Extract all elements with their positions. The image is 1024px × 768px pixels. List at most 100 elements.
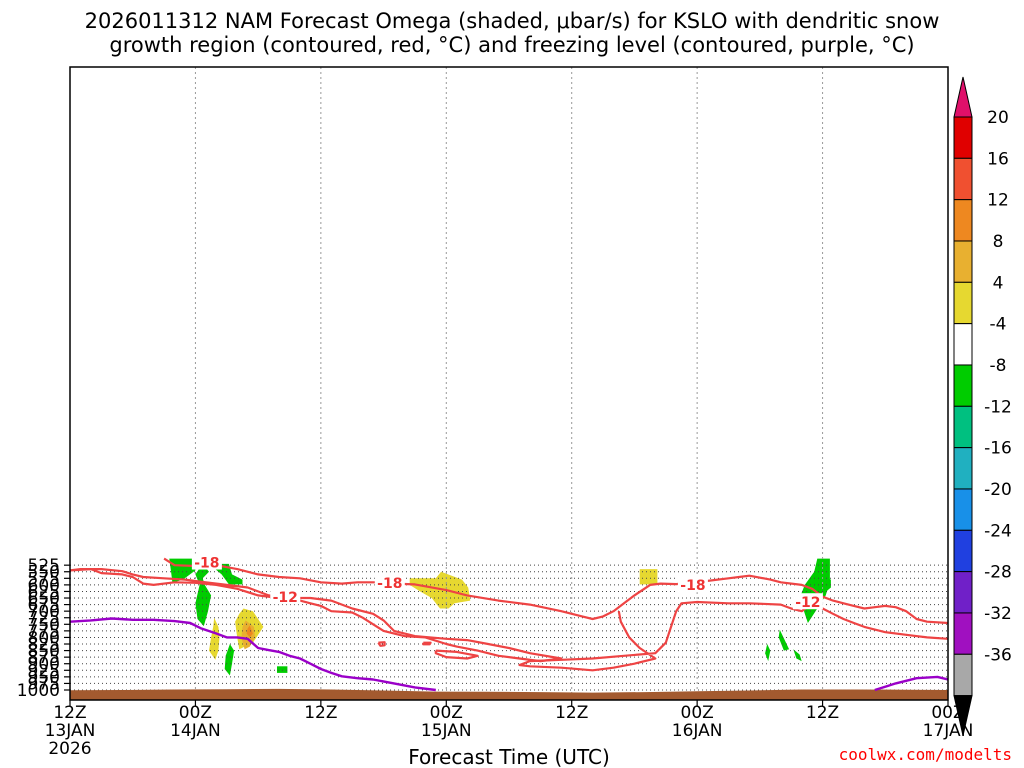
terrain — [70, 688, 948, 700]
plot-area: -18 -12 -18 -18 -12 — [70, 67, 948, 700]
xtick-label-time-4: 12Z — [555, 703, 588, 723]
contour-label-bg-3 — [677, 576, 708, 593]
contour-label-3: -18 — [680, 578, 705, 594]
ytick-label-650: 650 — [28, 589, 60, 609]
colorbar-seg-11 — [953, 571, 973, 614]
ytick-label-725: 725 — [28, 609, 60, 629]
ytick-label-750: 750 — [28, 615, 60, 635]
xtick-label-date-1: 14JAN — [170, 721, 221, 741]
omega-shade-14 — [765, 644, 771, 662]
colorbar-label-13: -36 — [984, 645, 1012, 665]
xtick-label-time-3: 00Z — [430, 703, 463, 723]
xtick-label-time-2: 12Z — [304, 703, 337, 723]
colorbar-seg-2 — [953, 199, 973, 242]
colorbar-label-9: -20 — [984, 480, 1012, 500]
contour-label-4: -12 — [795, 595, 820, 611]
omega-shade-9 — [409, 571, 471, 609]
omega-shade-8 — [277, 666, 288, 673]
colorbar-label-7: -12 — [984, 397, 1012, 417]
omega-shade-6 — [209, 617, 220, 660]
colorbar-seg-5 — [953, 323, 973, 366]
colorbar-seg-0 — [953, 116, 973, 159]
colorbar-seg-8 — [953, 447, 973, 490]
colorbar-seg-13 — [953, 653, 973, 697]
omega-shade-13 — [778, 629, 790, 651]
omega-shade-15 — [793, 649, 802, 662]
colorbar-seg-10 — [953, 529, 973, 573]
credit-text: coolwx.com/modelts — [839, 745, 1012, 764]
dgz-contour-2 — [518, 600, 948, 672]
colorbar-seg-4 — [953, 281, 973, 325]
chart-title-line2: growth region (contoured, red, °C) and f… — [109, 33, 914, 57]
colorbar-seg-1 — [953, 157, 973, 201]
contour-label-0: -18 — [194, 556, 219, 572]
ytick-label-900: 900 — [28, 655, 60, 675]
ytick-label-800: 800 — [28, 628, 60, 648]
freezing-level-0 — [70, 617, 436, 692]
ytick-label-1000: 1000 — [17, 681, 60, 701]
xtick-label-time-0: 12Z — [53, 703, 86, 723]
colorbar-seg-6 — [953, 364, 973, 407]
colorbar-seg-9 — [953, 488, 973, 531]
ytick-label-700: 700 — [28, 602, 60, 622]
contour-label-bg-4 — [792, 593, 823, 610]
colorbar-label-10: -24 — [984, 521, 1012, 541]
ytick-label-950: 950 — [28, 668, 60, 688]
xtick-label-date-0: 13JAN — [45, 721, 96, 741]
omega-shade-1 — [195, 565, 212, 627]
colorbar-label-0: 20 — [987, 108, 1009, 128]
omega-shade-5 — [246, 625, 253, 638]
ytick-label-850: 850 — [28, 642, 60, 662]
colorbar-bottom-arrow — [953, 695, 973, 736]
ytick-label-675: 675 — [28, 596, 60, 616]
contour-label-bg-1 — [270, 588, 301, 605]
x-axis-label: Forecast Time (UTC) — [408, 745, 610, 768]
colorbar-label-3: 8 — [993, 232, 1004, 252]
omega-shade-7 — [224, 644, 235, 676]
colorbar-label-8: -16 — [984, 439, 1012, 459]
colorbar-label-11: -28 — [984, 563, 1012, 583]
ytick-label-975: 975 — [28, 674, 60, 694]
colorbar-label-4: 4 — [993, 273, 1004, 293]
ytick-label-875: 875 — [28, 648, 60, 668]
omega-shade-12 — [817, 574, 831, 593]
xtick-label-time-1: 00Z — [179, 703, 212, 723]
colorbar-seg-12 — [953, 612, 973, 655]
freezing-level-1 — [874, 675, 948, 692]
xtick-label-date-5: 16JAN — [672, 721, 723, 741]
plot-frame — [69, 66, 949, 701]
contour-label-bg-0 — [191, 553, 222, 570]
ytick-label-575: 575 — [28, 569, 60, 589]
ytick-label-925: 925 — [28, 661, 60, 681]
colorbar: 20 16 12 8 4 -4 -8 -12 -16 -20 -24 -28 -32 -36 — [953, 76, 1012, 736]
contour-label-2: -18 — [377, 576, 402, 592]
colorbar-label-5: -4 — [990, 315, 1007, 335]
colorbar-label-12: -32 — [984, 604, 1012, 624]
ytick-label-775: 775 — [28, 622, 60, 642]
xtick-label-year-0: 2026 — [48, 739, 91, 759]
contour-label-bg-2 — [374, 573, 405, 590]
xtick-label-time-5: 00Z — [681, 703, 714, 723]
omega-shade-10 — [639, 569, 658, 585]
ytick-label-625: 625 — [28, 582, 60, 602]
colorbar-seg-7 — [953, 405, 973, 449]
colorbar-label-2: 12 — [987, 191, 1009, 211]
dgz-contour-0 — [163, 557, 948, 625]
dgz-contour-1 — [70, 567, 563, 663]
ytick-label-825: 825 — [28, 635, 60, 655]
dgz-loop-1 — [377, 641, 386, 647]
dgz-loop-0 — [434, 649, 479, 660]
ytick-label-600: 600 — [28, 576, 60, 596]
contour-label-1: -12 — [273, 590, 298, 606]
xtick-label-time-6: 12Z — [806, 703, 839, 723]
chart-title-line1: 2026011312 NAM Forecast Omega (shaded, μ… — [85, 9, 940, 33]
colorbar-label-6: -8 — [990, 356, 1007, 376]
ytick-label-525: 525 — [28, 556, 60, 576]
dgz-loop-2 — [422, 641, 432, 646]
colorbar-label-1: 16 — [987, 149, 1009, 169]
xtick-label-date-3: 15JAN — [421, 721, 472, 741]
colorbar-top-arrow — [953, 76, 973, 118]
colorbar-seg-3 — [953, 240, 973, 283]
